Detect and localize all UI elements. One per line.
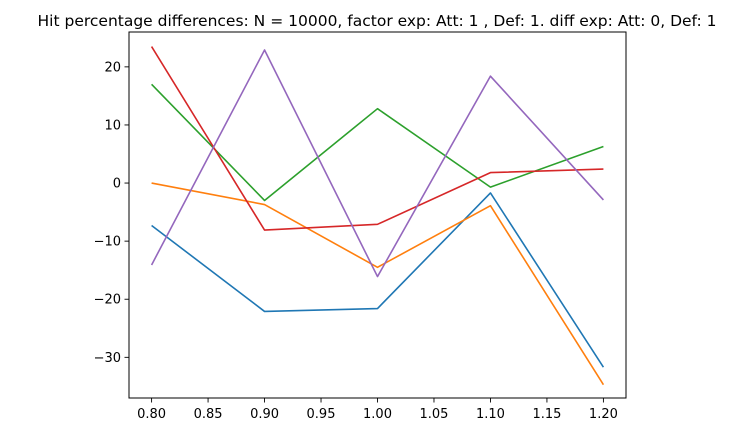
x-tick-label: 1.10: [476, 407, 505, 422]
x-tick-label: 0.85: [194, 407, 223, 422]
series-line-2: [151, 182, 605, 386]
y-tick-label: 20: [104, 60, 121, 75]
chart-title: Hit percentage differences: N = 10000, f…: [38, 12, 717, 30]
x-tick-label: 1.00: [363, 407, 392, 422]
y-tick-label: −10: [94, 235, 121, 250]
y-tick-label: 10: [104, 118, 121, 133]
x-tick-label: 1.05: [420, 407, 449, 422]
x-tick-label: 1.20: [589, 407, 618, 422]
series-line-1: [151, 192, 605, 368]
series-line-5: [150, 49, 605, 278]
series-group: [150, 46, 605, 386]
y-axis: −30 −20 −10 0 10 20: [94, 60, 129, 366]
series-line-3: [151, 83, 604, 202]
plot-area: [129, 32, 626, 398]
x-tick-label: 0.95: [307, 407, 336, 422]
x-tick-label: 0.90: [250, 407, 279, 422]
y-tick-label: −30: [94, 351, 121, 366]
x-tick-label: 1.15: [532, 407, 561, 422]
y-tick-label: −20: [94, 293, 121, 308]
y-tick-label: 0: [113, 177, 121, 192]
x-axis: 0.80 0.85 0.90 0.95 1.00 1.05 1.10 1.15 1.20: [137, 398, 618, 422]
x-tick-label: 0.80: [137, 407, 166, 422]
series-line-4: [150, 46, 604, 231]
